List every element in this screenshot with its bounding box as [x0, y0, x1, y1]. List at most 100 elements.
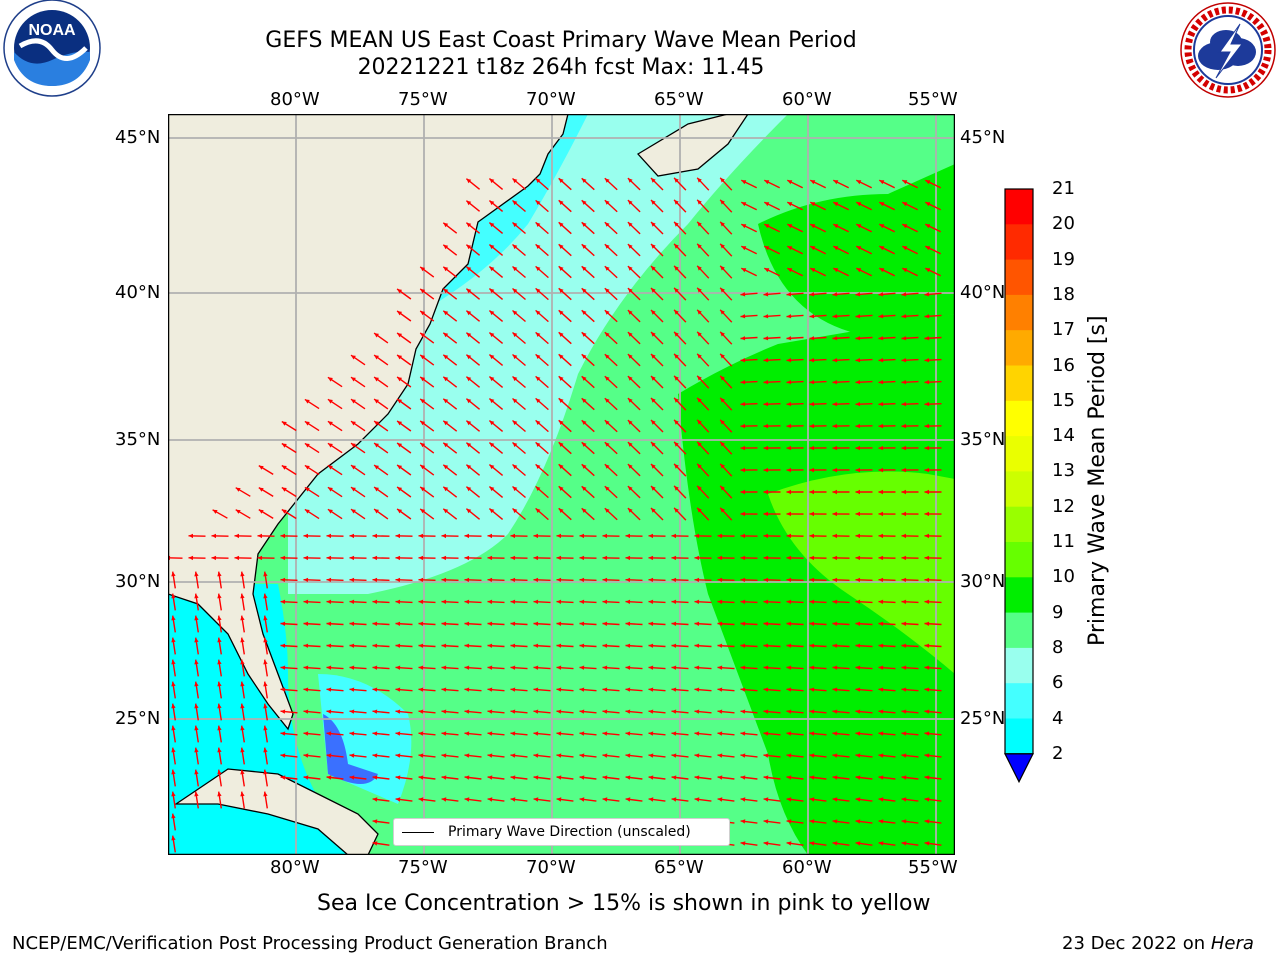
wave-arrow	[625, 753, 643, 758]
wave-arrow	[240, 571, 245, 589]
wave-arrow	[395, 753, 413, 758]
wave-arrow	[558, 177, 572, 191]
wave-arrow	[419, 354, 435, 366]
wave-arrow	[740, 511, 758, 517]
wave-arrow	[832, 380, 850, 385]
wave-arrow	[512, 287, 526, 301]
wave-arrow	[533, 709, 551, 714]
wave-arrow	[372, 643, 390, 648]
wave-arrow	[924, 819, 942, 824]
wave-arrow	[855, 533, 873, 539]
sea-ice-note: Sea Ice Concentration > 15% is shown in …	[317, 891, 931, 916]
wave-arrow	[556, 665, 574, 670]
wave-arrow	[901, 753, 919, 758]
wave-arrow	[373, 486, 389, 498]
wave-arrow	[786, 267, 804, 277]
machine-name: Hera	[1210, 933, 1254, 954]
wave-arrow	[673, 375, 687, 389]
wave-arrow	[763, 709, 781, 714]
wave-arrow	[832, 314, 850, 319]
wave-arrow	[625, 665, 643, 670]
wave-arrow	[740, 445, 758, 451]
wave-arrow	[763, 599, 781, 604]
wave-arrow	[372, 555, 390, 561]
wave-arrow	[487, 753, 505, 758]
wave-arrow	[604, 331, 618, 345]
wave-arrow	[717, 643, 735, 648]
wave-arrow	[349, 643, 367, 648]
wave-arrow	[832, 336, 850, 341]
wave-arrow	[441, 775, 459, 780]
wave-arrow	[280, 621, 298, 626]
wave-arrow	[604, 309, 618, 323]
wave-arrow	[512, 507, 526, 521]
wave-arrow	[901, 179, 919, 189]
lat-label-right-40n: 40°N	[960, 282, 1006, 303]
wave-arrow	[878, 533, 896, 539]
wave-arrow	[696, 441, 710, 455]
wave-arrow	[719, 287, 733, 301]
wave-arrow	[442, 464, 458, 476]
wave-arrow	[763, 292, 781, 297]
wave-arrow	[579, 555, 597, 561]
wave-arrow	[396, 442, 412, 454]
wave-arrow	[263, 791, 268, 809]
wave-arrow	[763, 445, 781, 451]
wave-arrow	[280, 643, 298, 648]
colorbar-box	[1005, 506, 1033, 543]
wave-arrow	[650, 441, 664, 455]
wave-arrow	[832, 621, 850, 626]
wave-arrow	[280, 533, 298, 539]
wave-arrow	[627, 397, 641, 411]
wave-arrow	[627, 463, 641, 477]
wave-arrow	[510, 775, 528, 780]
wave-arrow	[901, 245, 919, 255]
wave-arrow	[809, 245, 827, 255]
wave-arrow	[694, 731, 712, 736]
wave-arrow	[673, 485, 687, 499]
wave-arrow	[673, 331, 687, 345]
wave-arrow	[696, 199, 710, 213]
wave-arrow	[488, 486, 504, 498]
wave-arrow	[832, 201, 850, 211]
wave-arrow	[418, 665, 436, 670]
wave-arrow	[924, 201, 942, 211]
wave-arrow	[280, 577, 298, 582]
wave-arrow	[304, 464, 320, 476]
wave-arrow	[556, 577, 574, 582]
wave-arrow	[924, 223, 942, 233]
wave-arrow	[263, 703, 268, 721]
colorbar-tick-label: 4	[1052, 707, 1064, 729]
wave-arrow	[487, 775, 505, 780]
wave-arrow	[350, 354, 366, 366]
wave-arrow	[809, 819, 827, 824]
wave-arrow	[581, 397, 595, 411]
wave-arrow	[510, 577, 528, 582]
wave-arrow	[581, 243, 595, 257]
wave-arrow	[855, 402, 873, 407]
wave-arrow	[763, 797, 781, 802]
wave-arrow	[212, 509, 228, 519]
wave-arrow	[535, 287, 549, 301]
wave-arrow	[671, 577, 689, 582]
wave-arrow	[303, 753, 321, 758]
wave-arrow	[717, 577, 735, 582]
wave-arrow	[194, 681, 199, 699]
wave-arrow	[217, 681, 222, 699]
wave-arrow	[832, 665, 850, 670]
wave-arrow	[878, 687, 896, 692]
wave-arrow	[488, 288, 504, 300]
wave-arrow	[671, 753, 689, 758]
wave-arrow	[556, 687, 574, 692]
wave-arrow	[419, 332, 435, 344]
wave-arrow	[740, 819, 758, 824]
wave-arrow	[263, 725, 268, 743]
wave-arrow	[832, 775, 850, 780]
wave-arrow	[535, 265, 549, 279]
wave-arrow	[488, 266, 504, 278]
wave-arrow	[535, 331, 549, 345]
wave-arrow	[650, 287, 664, 301]
wave-arrow	[350, 442, 366, 454]
wave-arrow	[395, 643, 413, 648]
wave-arrow	[694, 687, 712, 692]
